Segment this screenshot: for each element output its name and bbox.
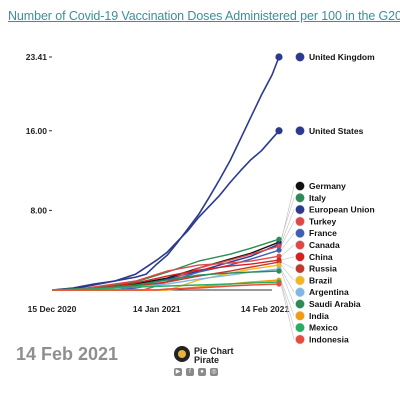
country-flag-icon [295,52,305,62]
country-flag-icon [295,216,305,227]
label-connector [280,209,295,245]
brand-name-line2: Pirate [194,355,220,365]
series-line [51,130,280,291]
country-flag-icon [295,204,305,215]
label-connector [280,270,295,305]
social-icons: ▶ f ● ◎ [174,368,218,376]
country-flag-icon [295,192,305,203]
label-connector [280,264,295,281]
x-tick-label: 14 Jan 2021 [133,304,181,314]
series-end-marker [276,268,282,274]
series-label: United States [309,126,364,136]
series-line [51,281,280,291]
series-line [51,238,280,291]
series-label: European Union [309,205,375,215]
series-end-marker [275,127,283,135]
series-end-marker [275,53,283,61]
series-label: China [309,252,333,262]
country-flag-icon [295,251,305,262]
brand-name-line1: Pie Chart [194,346,234,356]
series-label: Saudi Arabia [309,299,361,309]
country-flag-icon [295,240,305,250]
series-end-marker [276,281,282,287]
y-tick-label: 16.00 [26,126,48,136]
pirate-logo-icon [174,346,190,362]
series-labels: United Kingdom United States Germany Italy E… [275,52,375,344]
label-connector [280,233,295,251]
label-connector [280,279,295,316]
series-label: India [309,311,329,321]
reddit-icon[interactable]: ● [198,368,206,376]
label-connector [280,256,295,261]
series-label: Canada [309,240,340,250]
chart-title: Number of Covid-19 Vaccination Doses Adm… [8,9,400,23]
series-end-marker [276,236,282,242]
x-tick-label: 15 Dec 2020 [28,304,77,314]
series-lines [51,56,280,291]
label-connector [280,221,295,247]
series-label: Italy [309,193,326,203]
country-flag-icon [295,322,305,333]
label-connector [280,283,295,340]
country-flag-icon [295,299,305,309]
country-flag-icon [295,263,305,274]
brand-logo: Pie Chart Pirate ▶ f ● ◎ [174,346,246,382]
facebook-icon[interactable]: f [186,368,194,376]
series-label: Germany [309,181,346,191]
label-connector [280,268,295,293]
series-label: United Kingdom [309,52,375,62]
country-flag-icon [295,275,305,286]
country-flag-icon [295,334,305,345]
label-connector [280,244,295,257]
youtube-icon[interactable]: ▶ [174,368,182,376]
series-label: Russia [309,264,337,274]
y-tick-label: 23.41 [26,52,48,62]
instagram-icon[interactable]: ◎ [210,368,218,376]
series-end-marker [276,253,282,259]
series-end-marker [276,243,282,249]
series-label: Mexico [309,323,338,333]
x-tick-label: 14 Feb 2021 [241,304,289,314]
series-label: Brazil [309,275,332,285]
y-tick-label: 8.00 [30,205,47,215]
country-flag-icon [295,125,305,136]
series-label: France [309,228,337,238]
label-connectors [280,185,295,340]
label-connector [280,261,295,269]
series-line [52,279,280,291]
current-date-label: 14 Feb 2021 [16,344,119,364]
label-connector [280,197,295,240]
series-label: Indonesia [309,334,349,344]
series-end-marker [276,262,282,268]
label-connector [280,281,295,328]
series-end-marker [276,247,282,253]
series-line [52,283,280,291]
country-flag-icon [295,181,305,191]
country-flag-icon [295,287,305,298]
country-flag-icon [295,228,305,239]
country-flag-icon [295,310,305,321]
series-label: Argentina [309,287,349,297]
series-label: Turkey [309,216,337,226]
